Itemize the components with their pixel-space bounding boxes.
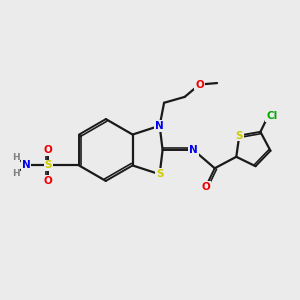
Text: O: O — [44, 145, 52, 155]
Text: S: S — [156, 169, 164, 179]
Text: O: O — [202, 182, 210, 191]
Text: S: S — [44, 160, 52, 170]
Text: H: H — [12, 153, 20, 162]
Text: O: O — [44, 176, 52, 186]
Text: S: S — [236, 130, 243, 140]
Text: N: N — [22, 160, 30, 170]
Text: Cl: Cl — [266, 111, 277, 121]
Text: N: N — [189, 145, 198, 155]
Text: N: N — [155, 121, 164, 131]
Text: H: H — [12, 169, 20, 178]
Text: O: O — [195, 80, 204, 89]
